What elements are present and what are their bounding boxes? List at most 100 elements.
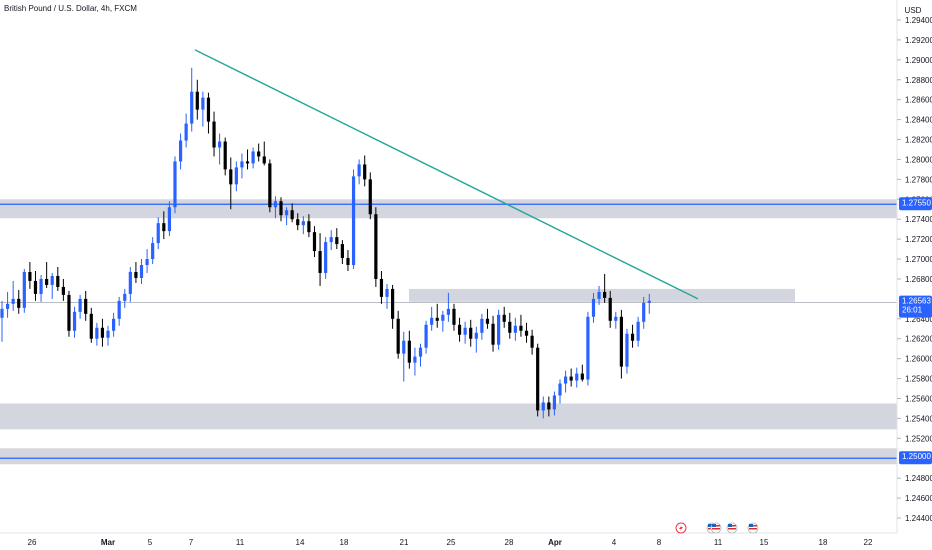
price-tick-label: 1.29400 <box>905 16 932 25</box>
candle-body <box>413 356 417 363</box>
candle-body <box>335 237 339 245</box>
candle-body <box>50 275 54 285</box>
candle-body <box>552 395 557 410</box>
price-tick-label: 1.26800 <box>905 275 932 284</box>
candle-body <box>524 330 529 336</box>
price-tick-label: 1.25200 <box>905 434 932 443</box>
candle-body <box>502 314 506 322</box>
candle-body <box>357 164 361 177</box>
price-tick-label: 1.25800 <box>905 375 932 384</box>
candle-body <box>513 325 517 333</box>
price-tick-label: 1.25600 <box>905 394 932 403</box>
price-tick-label: 1.26400 <box>905 315 932 324</box>
price-tick-label: 1.24400 <box>905 514 932 523</box>
candle-body <box>284 210 289 216</box>
flag-stripe <box>749 528 757 530</box>
candle-body <box>167 207 171 232</box>
time-tick-label: 26 <box>28 538 37 547</box>
candle-body <box>218 141 222 148</box>
candle-body <box>290 210 294 220</box>
upper-level-tag-text: 1.27550 <box>902 198 931 207</box>
time-tick-label: 4 <box>612 538 617 547</box>
zone-2 <box>0 403 897 430</box>
time-tick-label: 11 <box>236 538 245 547</box>
candle-body <box>39 278 43 294</box>
candle-body <box>156 223 160 244</box>
candle-body <box>206 97 211 122</box>
candle-body <box>536 347 540 411</box>
candle-body <box>469 327 473 339</box>
candle-body <box>580 373 584 380</box>
zone-3 <box>0 448 897 465</box>
candle-body <box>630 333 635 341</box>
price-tick-label: 1.27200 <box>905 235 932 244</box>
candle-body <box>28 271 32 281</box>
candle-body <box>647 300 651 303</box>
candle-body <box>128 271 132 294</box>
candle-body <box>452 308 456 325</box>
candle-body <box>162 223 166 232</box>
candle-body <box>67 294 71 331</box>
trendline-layer <box>194 49 699 300</box>
candle-body <box>346 258 350 266</box>
candle-body <box>329 237 333 243</box>
candle-body <box>324 242 328 273</box>
candle-body <box>625 333 629 367</box>
price-tick-label: 1.27000 <box>905 255 932 264</box>
chart-title: British Pound / U.S. Dollar, 4h, FXCM <box>4 4 137 13</box>
price-tick-label: 1.28800 <box>905 76 932 85</box>
candle-body <box>603 291 607 298</box>
time-tick-label: Apr <box>548 538 562 547</box>
candle-body <box>22 271 26 308</box>
candle-body <box>201 97 205 110</box>
candle-body <box>145 259 149 266</box>
time-tick-label: Mar <box>101 538 115 547</box>
candle-body <box>318 251 322 273</box>
candle-body <box>435 317 439 321</box>
candle-body <box>273 201 278 208</box>
candle-body <box>72 311 77 331</box>
price-tick-label: 1.28400 <box>905 116 932 125</box>
lower-level-tag-bg <box>899 451 932 465</box>
candle-body <box>112 318 116 331</box>
candle-body <box>368 179 372 215</box>
candle-body <box>134 271 138 278</box>
zone-0 <box>0 199 897 219</box>
candle-body <box>558 383 562 396</box>
time-tick-label: 21 <box>400 538 409 547</box>
candle-body <box>497 314 501 345</box>
candle-body <box>614 316 618 321</box>
flag-canton <box>708 524 712 527</box>
candle-body <box>123 293 127 301</box>
candle-body <box>240 161 244 168</box>
candle-body <box>485 318 490 324</box>
candle-body <box>301 221 305 226</box>
candle-body <box>33 280 38 294</box>
time-tick-label: 5 <box>148 538 153 547</box>
candle-body <box>78 298 82 312</box>
last-price-tag-text: 1.26563 <box>902 297 931 306</box>
candle-body <box>446 308 450 315</box>
candle-body <box>178 140 183 162</box>
price-tick-label: 1.28600 <box>905 96 932 105</box>
currency-label[interactable]: USD <box>904 6 922 15</box>
candle-body <box>95 327 99 339</box>
candle-body <box>591 298 596 317</box>
time-tick-label: 8 <box>657 538 662 547</box>
candle-body <box>374 214 378 279</box>
candle-body <box>11 298 15 304</box>
candle-body <box>519 325 523 331</box>
price-tick-label: 1.26000 <box>905 355 932 364</box>
price-tick-label: 1.27800 <box>905 175 932 184</box>
candle-body <box>642 302 646 322</box>
candle-body <box>61 286 65 295</box>
zone-1 <box>409 288 795 302</box>
candle-body <box>223 141 227 170</box>
candle-body <box>424 324 428 348</box>
candle-body <box>385 288 389 297</box>
candle-body <box>391 288 395 319</box>
candle-body <box>234 167 238 185</box>
